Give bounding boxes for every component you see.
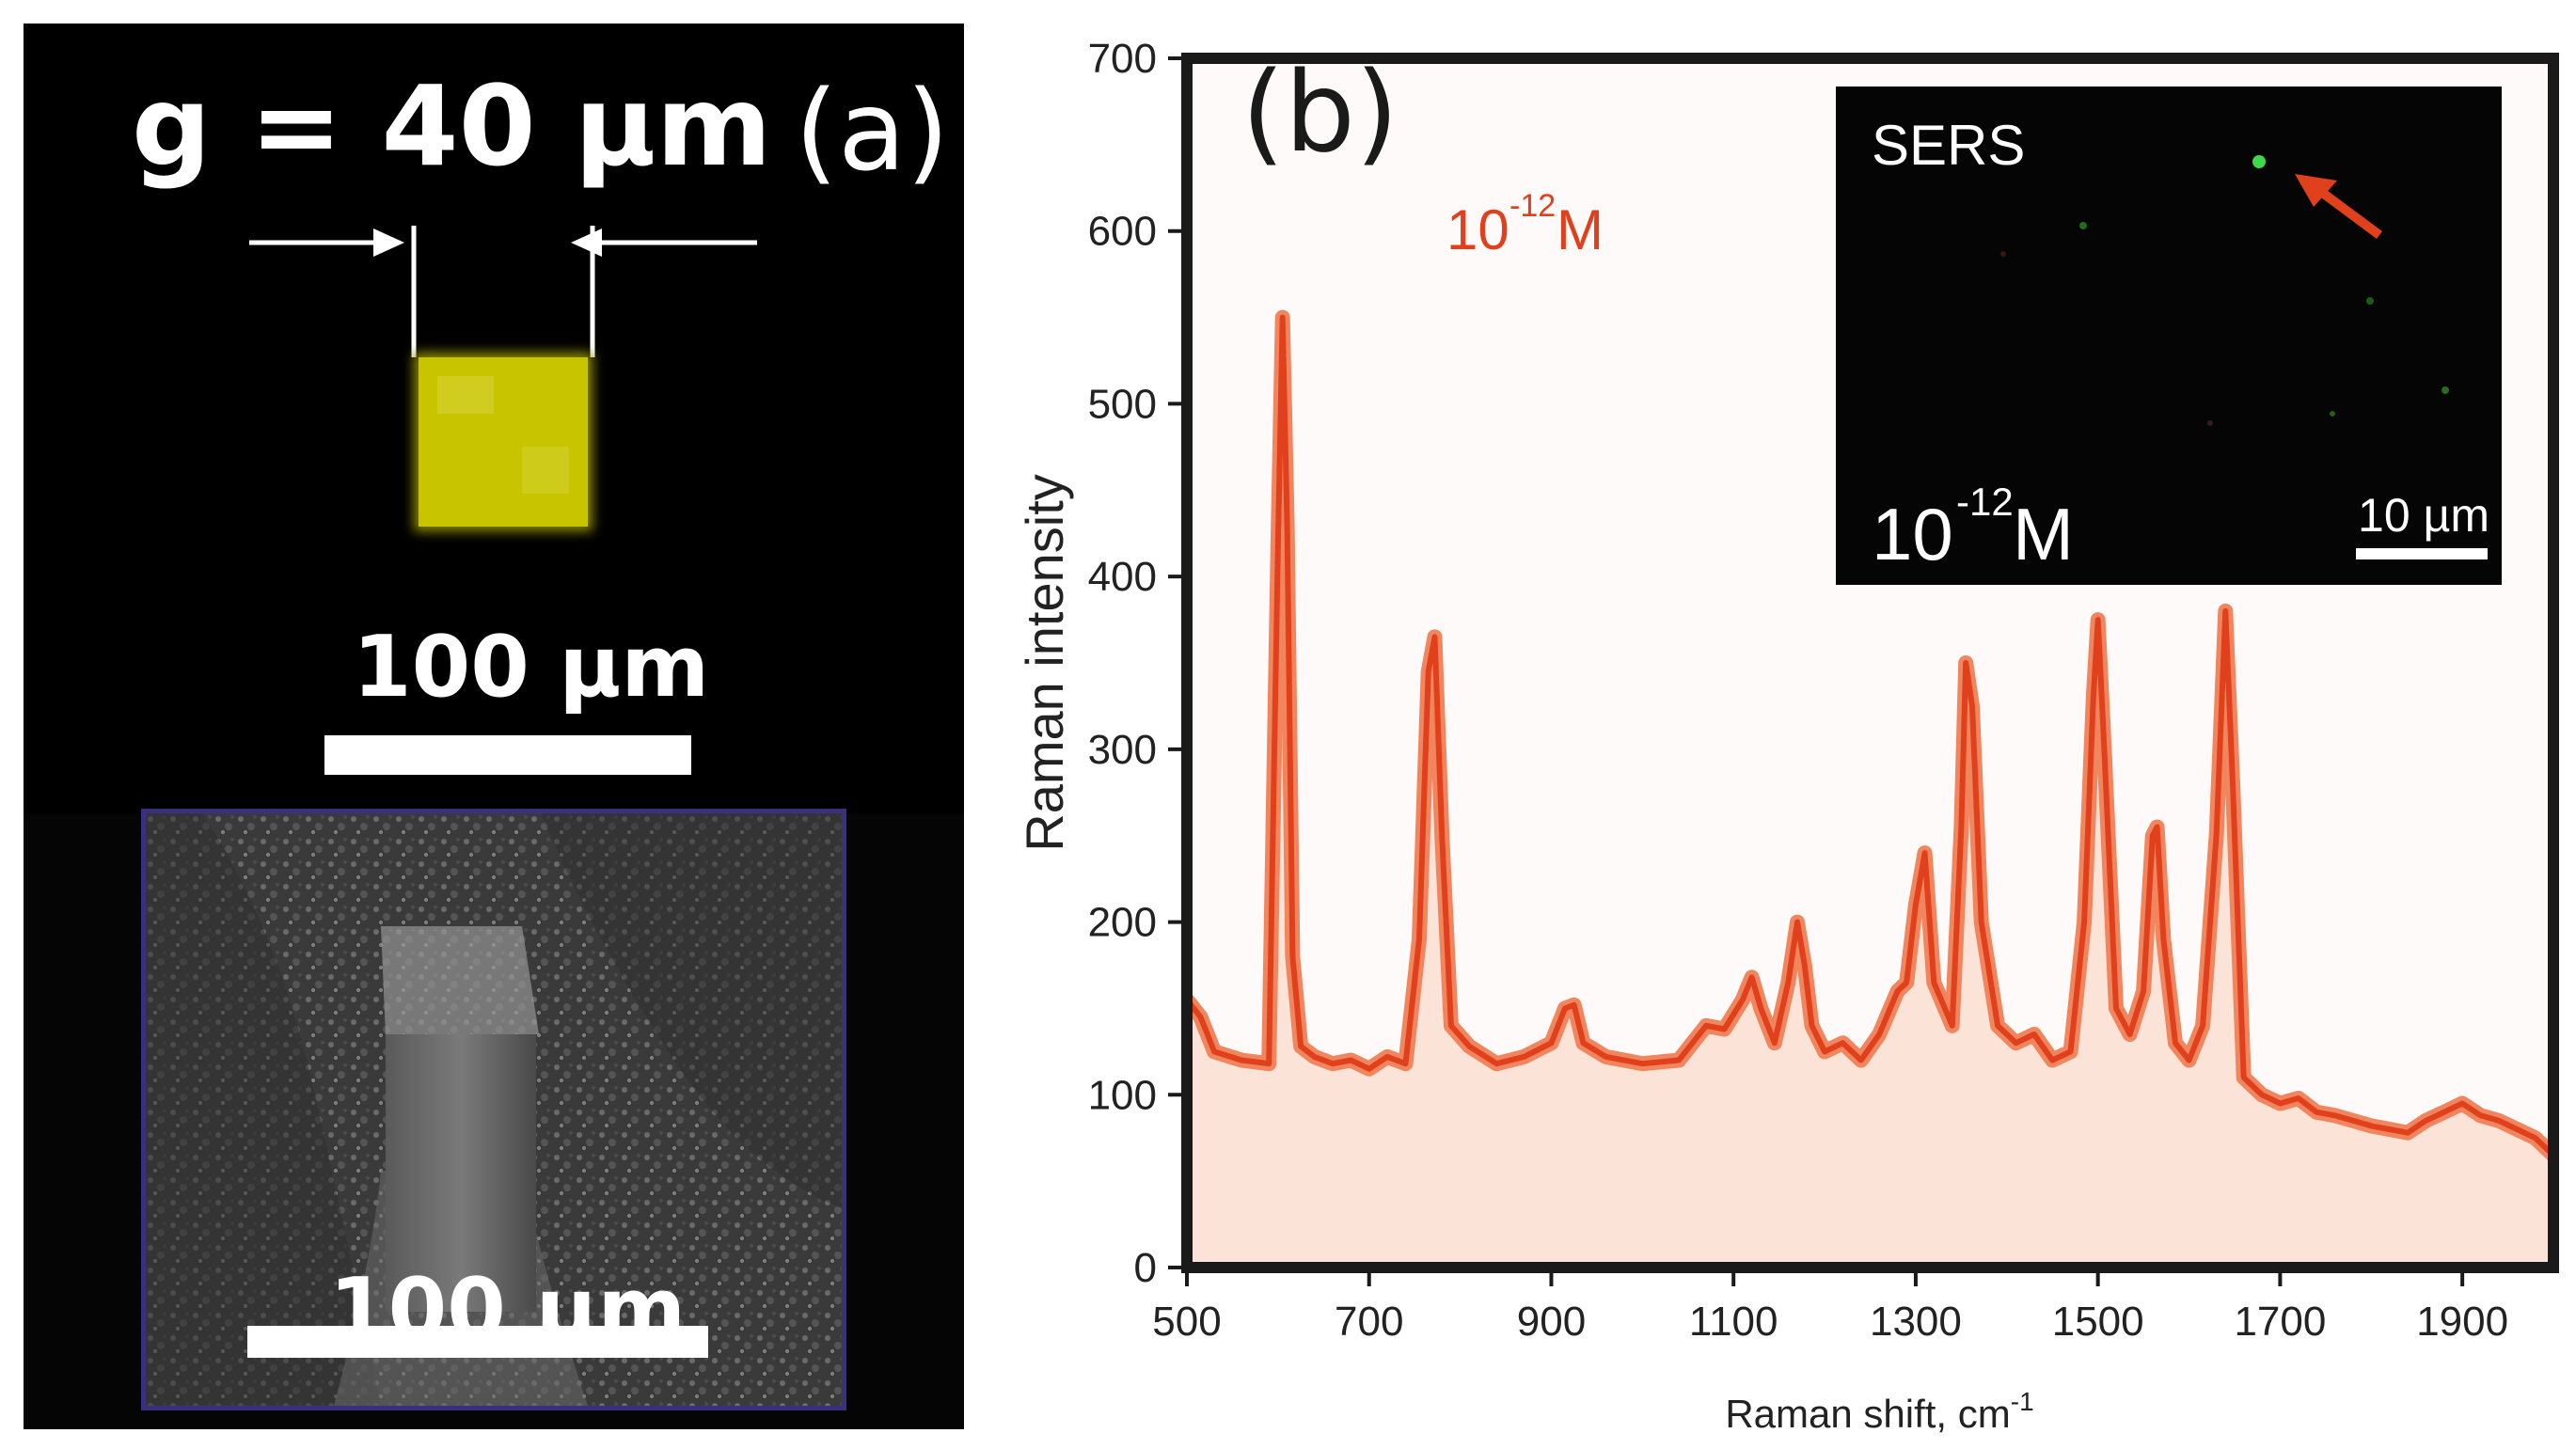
sem-image	[146, 813, 842, 1406]
inset-sers-spot	[2079, 222, 2087, 229]
inset-concentration-unit: M	[2013, 493, 2074, 575]
x-tick-label: 1500	[2052, 1299, 2144, 1345]
y-tick-label: 700	[1088, 36, 1157, 82]
sem-ridge	[146, 813, 381, 1406]
x-axis-label-sup: -1	[2011, 1387, 2034, 1416]
x-tick-label: 1900	[2416, 1299, 2508, 1345]
concentration-label-base: 10	[1446, 198, 1509, 261]
sem-scale-bar	[247, 1326, 708, 1358]
y-tick-label: 400	[1088, 554, 1157, 600]
x-tick-label: 900	[1517, 1299, 1586, 1345]
x-tick-label: 500	[1152, 1299, 1221, 1345]
x-tick-label: 700	[1335, 1299, 1403, 1345]
raman-chart: 500 700 900 1100 1300 1500 1700 1900 0 100 200 300 4…	[1015, 36, 2559, 1436]
y-tick-label: 100	[1088, 1072, 1157, 1118]
spectrum-fill	[1187, 317, 2553, 1268]
fluorescence-scale-bar	[324, 735, 691, 775]
fluorescence-scale-label: 100 µm	[353, 618, 710, 717]
inset-sers-spot	[2366, 297, 2374, 305]
y-tick-label: 200	[1088, 900, 1157, 946]
inset-scale-bar	[2356, 548, 2488, 559]
y-tick-label: 500	[1088, 381, 1157, 427]
y-tick-label: 300	[1088, 727, 1157, 773]
inset-title: SERS	[1872, 114, 2025, 177]
gap-arrow-right-head	[571, 228, 602, 257]
sem-pillar-top-texture	[381, 926, 539, 1034]
fluorescence-image-panel	[24, 24, 964, 813]
inset-sers-spot	[2000, 251, 2006, 257]
sem-ridge	[541, 813, 842, 1208]
spectrum-line	[1184, 314, 2556, 1158]
raman-chart-panel: 500 700 900 1100 1300 1500 1700 1900 0 100 200 300 4…	[978, 19, 2576, 1444]
inset-sers-spot	[2442, 386, 2449, 394]
x-tick-label: 1300	[1870, 1299, 1962, 1345]
gap-arrow-left-head	[373, 228, 404, 257]
gap-label: g = 40 µm	[132, 61, 772, 191]
panel-b-label: (b)	[1241, 47, 1399, 177]
plot-frame	[1181, 53, 2559, 1273]
concentration-label-unit: M	[1557, 198, 1604, 261]
inset-sers-spot	[2207, 420, 2213, 426]
fluorescence-spot	[522, 447, 569, 494]
y-tick-label: 600	[1088, 209, 1157, 255]
inset-scale-label: 10 µm	[2358, 489, 2489, 542]
inset-concentration-exp: -12	[1956, 480, 2014, 524]
fluorescence-spot	[437, 376, 494, 414]
y-tick-label: 0	[1134, 1245, 1157, 1291]
sem-scale-label: 100 µm	[329, 1260, 687, 1359]
panel-a-label: (a)	[795, 66, 950, 196]
concentration-label-exp: -12	[1509, 188, 1556, 224]
sem-image-frame	[141, 809, 846, 1410]
y-axis-label: Raman intensity	[1015, 474, 1074, 852]
sem-pillar	[386, 1030, 536, 1312]
x-tick-label: 1700	[2234, 1299, 2326, 1345]
inset-arrow-head	[2295, 174, 2337, 207]
x-axis-label: Raman shift, cm-1	[1725, 1387, 2033, 1436]
fluorescence-image	[249, 226, 757, 775]
inset-sers-image	[1836, 87, 2502, 585]
inset-concentration-base: 10	[1872, 493, 1953, 575]
inset-sers-spot	[2330, 411, 2335, 417]
x-tick-label: 1100	[1689, 1299, 1778, 1345]
inset-sers-spot	[2252, 155, 2266, 168]
